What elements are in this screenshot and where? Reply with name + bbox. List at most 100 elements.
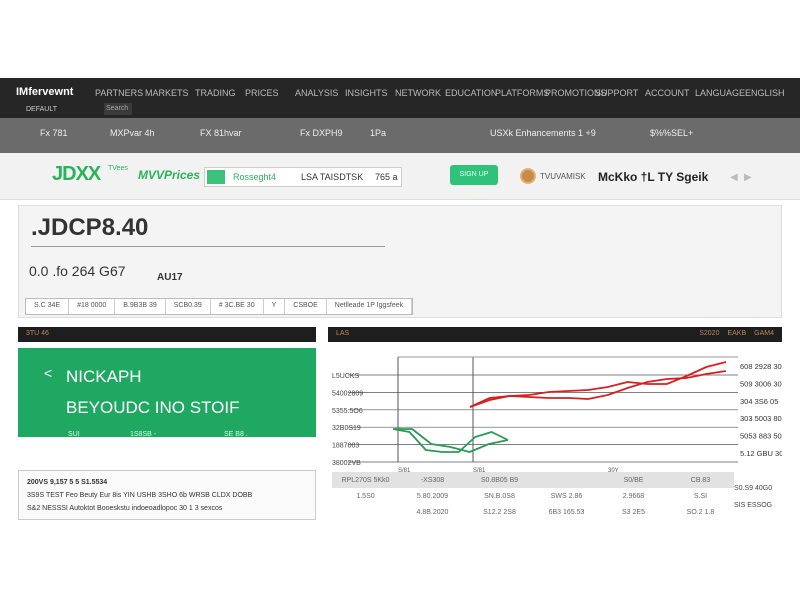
tab[interactable]: #18 0000: [69, 299, 116, 314]
subtitle-small: AU17: [157, 272, 183, 283]
promo-banner[interactable]: < NICKAPH BEYOUDC INO STOIF SUI 1S8SB - …: [18, 348, 316, 438]
chart-header-item[interactable]: S2020: [699, 330, 720, 337]
site-logo[interactable]: JDXX: [52, 163, 101, 185]
y-tick-right: 303 5003 80: [740, 414, 782, 423]
nav-item[interactable]: PLATFORMS: [495, 88, 550, 98]
tab[interactable]: B.9B3B 39: [115, 299, 166, 314]
nav-item[interactable]: ACCOUNT: [645, 88, 690, 98]
ticker-item[interactable]: 1Pa: [370, 128, 387, 138]
table-cell: 2.9668: [622, 492, 645, 500]
table-row[interactable]: 1.5S0 5.80.2009 SN.B.0S8 SWS 2.86 2.9668 S.SI: [332, 488, 734, 504]
prev-arrow-icon[interactable]: ◀: [730, 172, 738, 183]
header-bar: JDXX TVees MVVPrices Rosseght4 LSA TAISD…: [0, 153, 800, 200]
y-tick-right: 608 2928 30: [740, 362, 782, 371]
search-icon: [207, 170, 225, 184]
table-cell: 1.5S0: [356, 492, 375, 500]
news-line[interactable]: 3S9S TEST Feo Beuty Eur 8is YIN USHB 3SH…: [27, 492, 253, 499]
y-tick-right: 304 3S6 05: [740, 397, 778, 406]
column-header: S0/BE: [623, 476, 644, 484]
secondary-logo[interactable]: MVVPrices: [138, 168, 201, 182]
nav-item[interactable]: PROMOTIONS: [545, 88, 607, 98]
tab[interactable]: S.C 34E: [26, 299, 70, 314]
banner-link[interactable]: SE B8 .: [224, 431, 248, 438]
column-header: RPL270S 5Kk0: [341, 476, 390, 484]
ticker-item[interactable]: $%%SEL+: [650, 128, 694, 138]
side-value: SIS ESSOG: [734, 502, 773, 509]
badge-icon[interactable]: [520, 168, 536, 184]
y-tick-left: 54002809: [332, 390, 363, 397]
banner-subtitle: BEYOUDC INO STOIF: [66, 398, 240, 417]
tab[interactable]: Y: [264, 299, 286, 314]
brand-logo[interactable]: IMfervewnt: [16, 86, 74, 98]
logo-sub: TVees: [108, 165, 128, 172]
nav-item[interactable]: TRADING: [195, 88, 236, 98]
table-cell: 6B3 165.53: [548, 508, 585, 516]
series-line: [392, 428, 509, 453]
y-tick-right: 5053 883 50: [740, 432, 782, 441]
page-title: .JDCP8.40: [31, 214, 149, 241]
y-tick-left: L5UCKS: [332, 373, 360, 380]
left-header: 3TU 46: [18, 327, 316, 342]
tab[interactable]: SCB0.39: [166, 299, 211, 314]
tab[interactable]: # 3C.BE 30: [211, 299, 264, 314]
series-line: [469, 370, 727, 408]
banner-link[interactable]: SUI: [68, 431, 80, 438]
table-cell: 4.8B.2020: [416, 508, 449, 516]
nav-item[interactable]: PARTNERS: [95, 88, 144, 98]
news-line[interactable]: S&2 NESSSI Autoktot Booeskstu indoeoadlo…: [27, 505, 223, 512]
nav-search-box[interactable]: Search: [104, 103, 132, 115]
chart-header-item[interactable]: GAM4: [754, 330, 774, 337]
table-cell: 5.80.2009: [416, 492, 449, 500]
badge-label[interactable]: TVUVAMISK: [540, 172, 586, 181]
table-row[interactable]: 4.8B.2020 S12.2 2S8 6B3 165.53 S3 2E5 SO.2 1…: [332, 504, 734, 520]
next-arrow-icon[interactable]: ▶: [744, 172, 752, 183]
nav-item[interactable]: LANGUAGE: [695, 88, 746, 98]
ticker-item[interactable]: Fx 781: [40, 128, 68, 138]
back-icon[interactable]: <: [44, 365, 53, 381]
table-cell: S3 2E5: [622, 508, 645, 516]
nav-item[interactable]: NETWORK: [395, 88, 441, 98]
top-nav: IMfervewnt DEFAULT Search PARTNERS MARKET…: [0, 78, 800, 118]
nav-item[interactable]: EDUCATION: [445, 88, 498, 98]
y-tick-right: 509 3006 30: [740, 379, 782, 388]
x-tick: S/81: [398, 468, 411, 472]
chart-header-item[interactable]: EAKB: [727, 330, 747, 337]
banner-link[interactable]: 1S8SB -: [130, 431, 157, 438]
tab-strip: S.C 34E #18 0000 B.9B3B 39 SCB0.39 # 3C.BE 3…: [25, 298, 414, 315]
table-header: RPL270S 5Kk0 -XS308 S0.8B05 B9 S0/BE CB.83: [332, 472, 734, 488]
tab[interactable]: CSBOE: [285, 299, 327, 314]
column-header: S0.8B05 B9: [480, 476, 519, 484]
series-line: [393, 428, 509, 453]
signup-button[interactable]: SIGN UP FREE: [450, 165, 498, 198]
ticker-item[interactable]: Fx DXPH9: [300, 128, 343, 138]
news-line: 200VS 9,157 5 5 S1.5534: [27, 479, 108, 486]
nav-item[interactable]: INSIGHTS: [345, 88, 388, 98]
ticker-item[interactable]: USXk Enhancements 1 +9: [490, 128, 596, 138]
x-tick: 30Y: [608, 468, 619, 472]
table-cell: SO.2 1.8: [686, 508, 715, 516]
table-cell: S.SI: [693, 492, 708, 500]
divider: [31, 246, 385, 247]
y-tick-right: 5.12 GBU 30: [740, 449, 782, 458]
nav-item[interactable]: SUPPORT: [595, 88, 639, 98]
column-header: CB.83: [690, 476, 711, 484]
table-cell: SWS 2.86: [550, 492, 583, 500]
column-header: -XS308: [420, 476, 445, 484]
search-value-2: 765 a: [375, 172, 398, 182]
nav-sub-label[interactable]: DEFAULT: [26, 106, 57, 113]
data-table: RPL270S 5Kk0 -XS308 S0.8B05 B9 S0/BE CB.83 1.…: [332, 472, 734, 522]
ticker-bar: Fx 781 MXPvar 4h FX 81hvar Fx DXPH9 1Pa USXk …: [0, 118, 800, 153]
nav-item[interactable]: PRICES: [245, 88, 279, 98]
search-value: LSA TAISDTSK: [301, 172, 364, 182]
search-input[interactable]: Rosseght4 LSA TAISDTSK 765 a: [204, 167, 402, 187]
y-tick-left: 5355.5O6: [332, 408, 363, 415]
ticker-item[interactable]: MXPvar 4h: [110, 128, 155, 138]
tab[interactable]: Netlleade 1P Iggsfeek: [327, 299, 413, 314]
nav-item[interactable]: ANALYSIS: [295, 88, 339, 98]
y-tick-left: 38002VB: [332, 460, 361, 467]
ticker-item[interactable]: FX 81hvar: [200, 128, 242, 138]
summary-panel: .JDCP8.40 0.0 .fo 264 G67 AU17 S.C 34E #1…: [18, 205, 782, 318]
header-text: McKko †L TY Sgeik: [598, 170, 709, 184]
nav-item[interactable]: ENGLISH: [745, 88, 785, 98]
nav-item[interactable]: MARKETS: [145, 88, 189, 98]
